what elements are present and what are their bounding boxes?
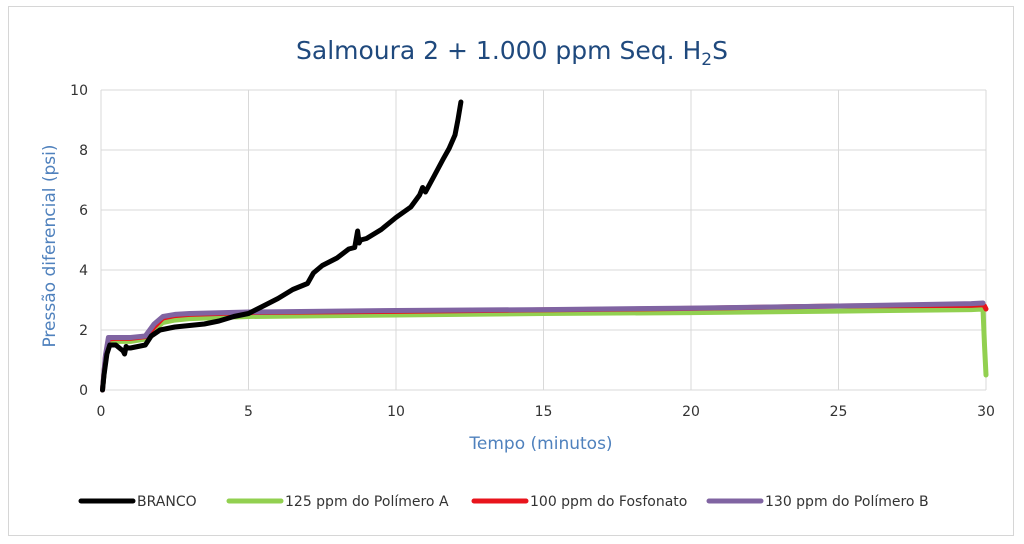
chart-frame: Salmoura 2 + 1.000 ppm Seq. H2S 0 2 4 6 8 10 …	[8, 6, 1014, 536]
legend-label-3: 130 ppm do Polímero B	[765, 494, 929, 510]
x-tick-labels: 0 5 10 15 20 25 30	[97, 404, 995, 420]
grid	[100, 89, 987, 391]
y-tick-label: 2	[79, 323, 88, 339]
x-tick-label: 15	[535, 404, 553, 420]
y-tick-labels: 0 2 4 6 8 10	[70, 83, 88, 399]
x-tick-label: 0	[97, 404, 106, 420]
x-tick-label: 30	[977, 404, 995, 420]
y-tick-label: 6	[79, 203, 88, 219]
legend-label-2: 100 ppm do Fosfonato	[530, 494, 687, 510]
x-tick-label: 10	[387, 404, 405, 420]
chart-title: Salmoura 2 + 1.000 ppm Seq. H2S	[296, 36, 728, 70]
series-line-1	[100, 306, 989, 393]
y-tick-label: 4	[79, 263, 88, 279]
series-line-0	[100, 99, 464, 393]
x-tick-label: 20	[682, 404, 700, 420]
chart-title-main: Salmoura 2 + 1.000 ppm Seq. H	[296, 36, 701, 65]
y-tick-label: 8	[79, 143, 88, 159]
x-tick-label: 5	[244, 404, 253, 420]
legend: BRANCO 125 ppm do Polímero A 100 ppm do Fo…	[78, 494, 929, 510]
series-lines	[100, 99, 989, 393]
chart-title-end: S	[712, 36, 728, 65]
x-tick-label: 25	[830, 404, 848, 420]
chart-svg: Salmoura 2 + 1.000 ppm Seq. H2S 0246810 …	[40, 36, 995, 510]
x-axis-label: Tempo (minutos)	[468, 434, 612, 454]
y-tick-label: 10	[70, 83, 88, 99]
series-line-3	[100, 300, 986, 393]
y-axis-label: Pressão diferencial (psi)	[40, 144, 60, 347]
chart-title-subscript: 2	[701, 50, 712, 70]
legend-label-0: BRANCO	[137, 494, 197, 510]
y-tick-label: 0	[79, 383, 88, 399]
legend-label-1: 125 ppm do Polímero A	[285, 494, 449, 510]
